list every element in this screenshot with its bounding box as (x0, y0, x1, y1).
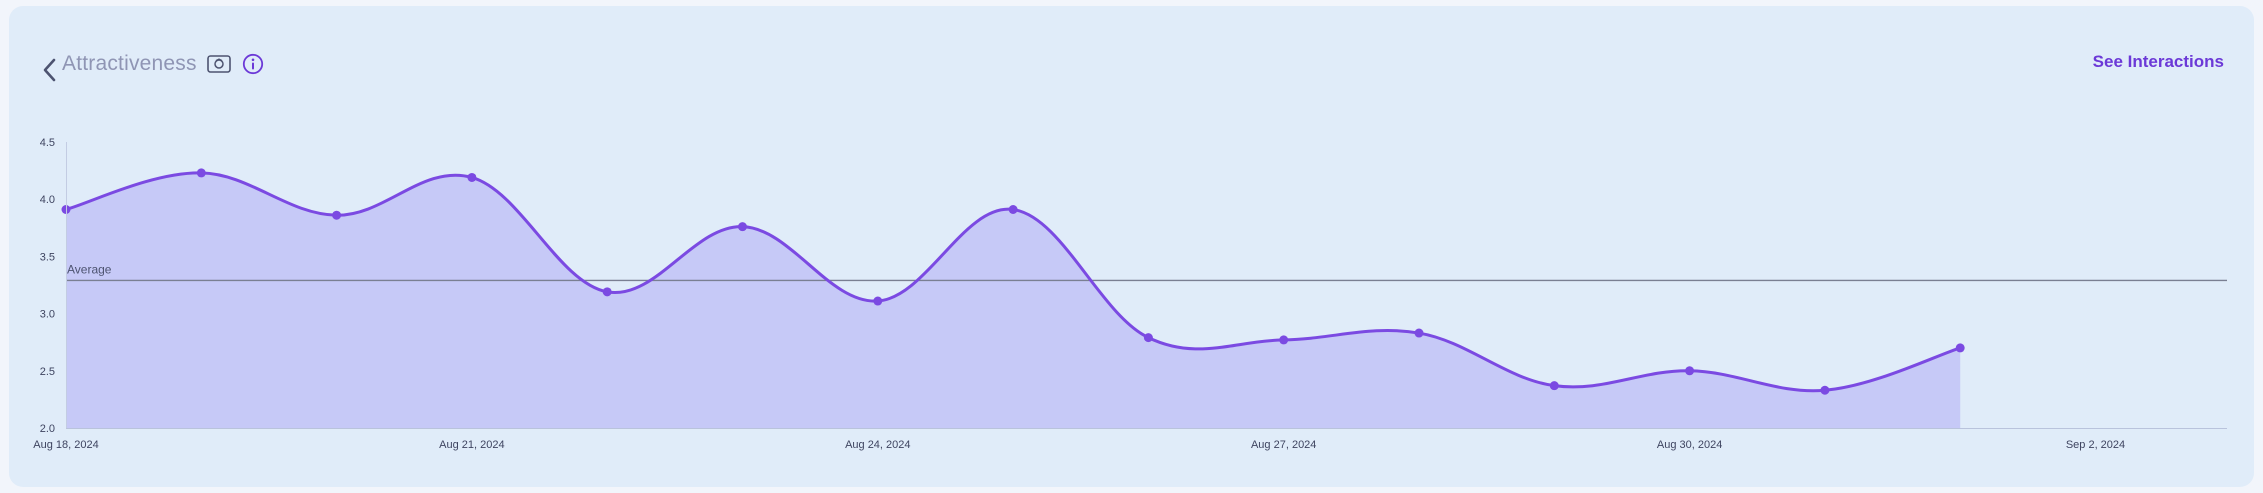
data-point[interactable] (738, 222, 747, 232)
data-point[interactable] (1820, 385, 1830, 395)
x-tick-label: Sep 2, 2024 (2066, 439, 2125, 451)
x-tick-label: Aug 18, 2024 (33, 439, 98, 451)
x-tick-label: Aug 21, 2024 (439, 439, 504, 451)
x-tick-label: Aug 30, 2024 (1657, 439, 1722, 451)
y-tick-label: 3.0 (40, 309, 55, 321)
page-title: Attractiveness (62, 52, 197, 75)
data-point[interactable] (873, 296, 883, 306)
data-point[interactable] (1008, 204, 1018, 214)
series-line (65, 171, 1961, 393)
x-tick-label: Aug 27, 2024 (1251, 439, 1316, 451)
data-point[interactable] (1549, 381, 1559, 391)
info-icon[interactable] (242, 53, 264, 75)
camera-icon[interactable] (207, 54, 231, 74)
data-point[interactable] (1414, 328, 1424, 338)
chevron-left-icon[interactable] (39, 57, 61, 83)
average-label: Average (67, 262, 112, 276)
x-tick-label: Aug 24, 2024 (845, 439, 910, 451)
y-tick-label: 4.5 (40, 137, 55, 149)
data-point[interactable] (1143, 333, 1153, 343)
data-point[interactable] (1685, 366, 1695, 376)
data-point[interactable] (1955, 343, 1965, 353)
data-point[interactable] (602, 287, 612, 297)
y-tick-label: 2.5 (40, 366, 55, 378)
y-tick-label: 4.0 (40, 194, 55, 206)
y-tick-label: 2.0 (40, 423, 55, 435)
y-tick-label: 3.5 (40, 251, 55, 263)
see-interactions-link[interactable]: See Interactions (2092, 52, 2224, 71)
data-point[interactable] (332, 210, 342, 220)
data-point[interactable] (196, 168, 206, 178)
x-axis: Aug 18, 2024 Aug 21, 2024 Aug 24, 2024 Aug … (33, 439, 2125, 451)
y-axis: 2.0 2.5 3.0 3.5 4.0 4.5 (40, 137, 55, 435)
data-point[interactable] (1279, 335, 1289, 345)
data-point[interactable] (467, 172, 477, 182)
chart-header: Attractiveness See Interactions (9, 6, 2254, 126)
data-points (61, 168, 1965, 395)
